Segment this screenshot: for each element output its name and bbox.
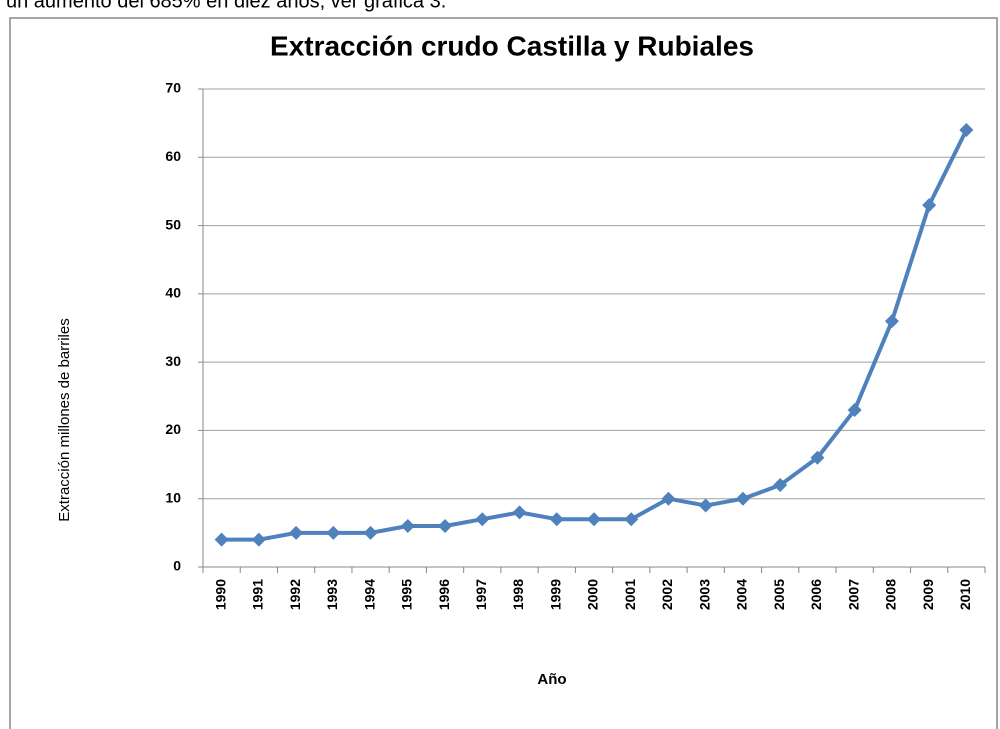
x-tick-label: 1994 <box>361 579 377 610</box>
marker <box>549 512 564 527</box>
marker <box>587 512 601 527</box>
marker <box>512 505 527 520</box>
y-tick-label: 20 <box>165 421 181 437</box>
y-tick-label: 70 <box>165 80 181 96</box>
y-tick-label: 40 <box>165 285 181 301</box>
y-axis-label: Extracción millones de barriles <box>56 318 73 521</box>
marker <box>363 525 378 540</box>
x-tick-label: 1995 <box>399 579 415 610</box>
y-tick-label: 0 <box>173 558 181 574</box>
chart-title: Extracción crudo Castilla y Rubiales <box>270 30 754 61</box>
chart-frame <box>9 17 998 729</box>
x-tick-label: 2007 <box>845 579 861 610</box>
x-tick-label: 1999 <box>547 579 563 610</box>
x-tick-label: 2004 <box>734 579 750 610</box>
marker <box>624 512 639 527</box>
marker <box>289 525 304 540</box>
x-tick-label: 2000 <box>585 579 601 610</box>
marker <box>698 498 713 513</box>
x-tick-label: 2001 <box>622 579 638 610</box>
marker <box>847 402 862 417</box>
x-tick-label: 2008 <box>883 579 899 610</box>
marker <box>810 450 825 465</box>
caption: un aumento del 685% en diez años, ver gr… <box>6 0 446 12</box>
y-tick-label: 50 <box>165 216 181 232</box>
marker <box>438 519 453 534</box>
x-tick-label: 1996 <box>436 579 452 610</box>
x-tick-label: 2009 <box>920 579 936 610</box>
x-tick-label: 1990 <box>212 579 228 610</box>
marker <box>959 122 974 137</box>
x-tick-label: 1991 <box>250 579 266 610</box>
marker <box>251 532 266 547</box>
x-axis-label: Año <box>537 671 566 688</box>
marker <box>400 519 415 534</box>
x-tick-label: 1997 <box>473 579 489 610</box>
x-tick-label: 1992 <box>287 579 303 610</box>
x-tick-label: 1993 <box>324 579 340 610</box>
x-tick-label: 2010 <box>957 579 973 610</box>
marker <box>326 525 341 540</box>
y-tick-label: 60 <box>165 148 181 164</box>
marker <box>214 532 229 547</box>
x-tick-label: 2002 <box>659 579 675 610</box>
x-tick-label: 2003 <box>696 579 712 610</box>
marker <box>475 512 490 527</box>
marker <box>922 198 937 213</box>
x-tick-label: 2005 <box>771 579 787 610</box>
y-tick-label: 10 <box>165 489 181 505</box>
x-tick-label: 1998 <box>510 579 526 610</box>
marker <box>884 314 899 329</box>
y-tick-label: 30 <box>165 353 181 369</box>
x-tick-label: 2006 <box>808 579 824 610</box>
marker <box>773 478 788 493</box>
marker <box>661 491 676 506</box>
marker <box>735 491 750 506</box>
